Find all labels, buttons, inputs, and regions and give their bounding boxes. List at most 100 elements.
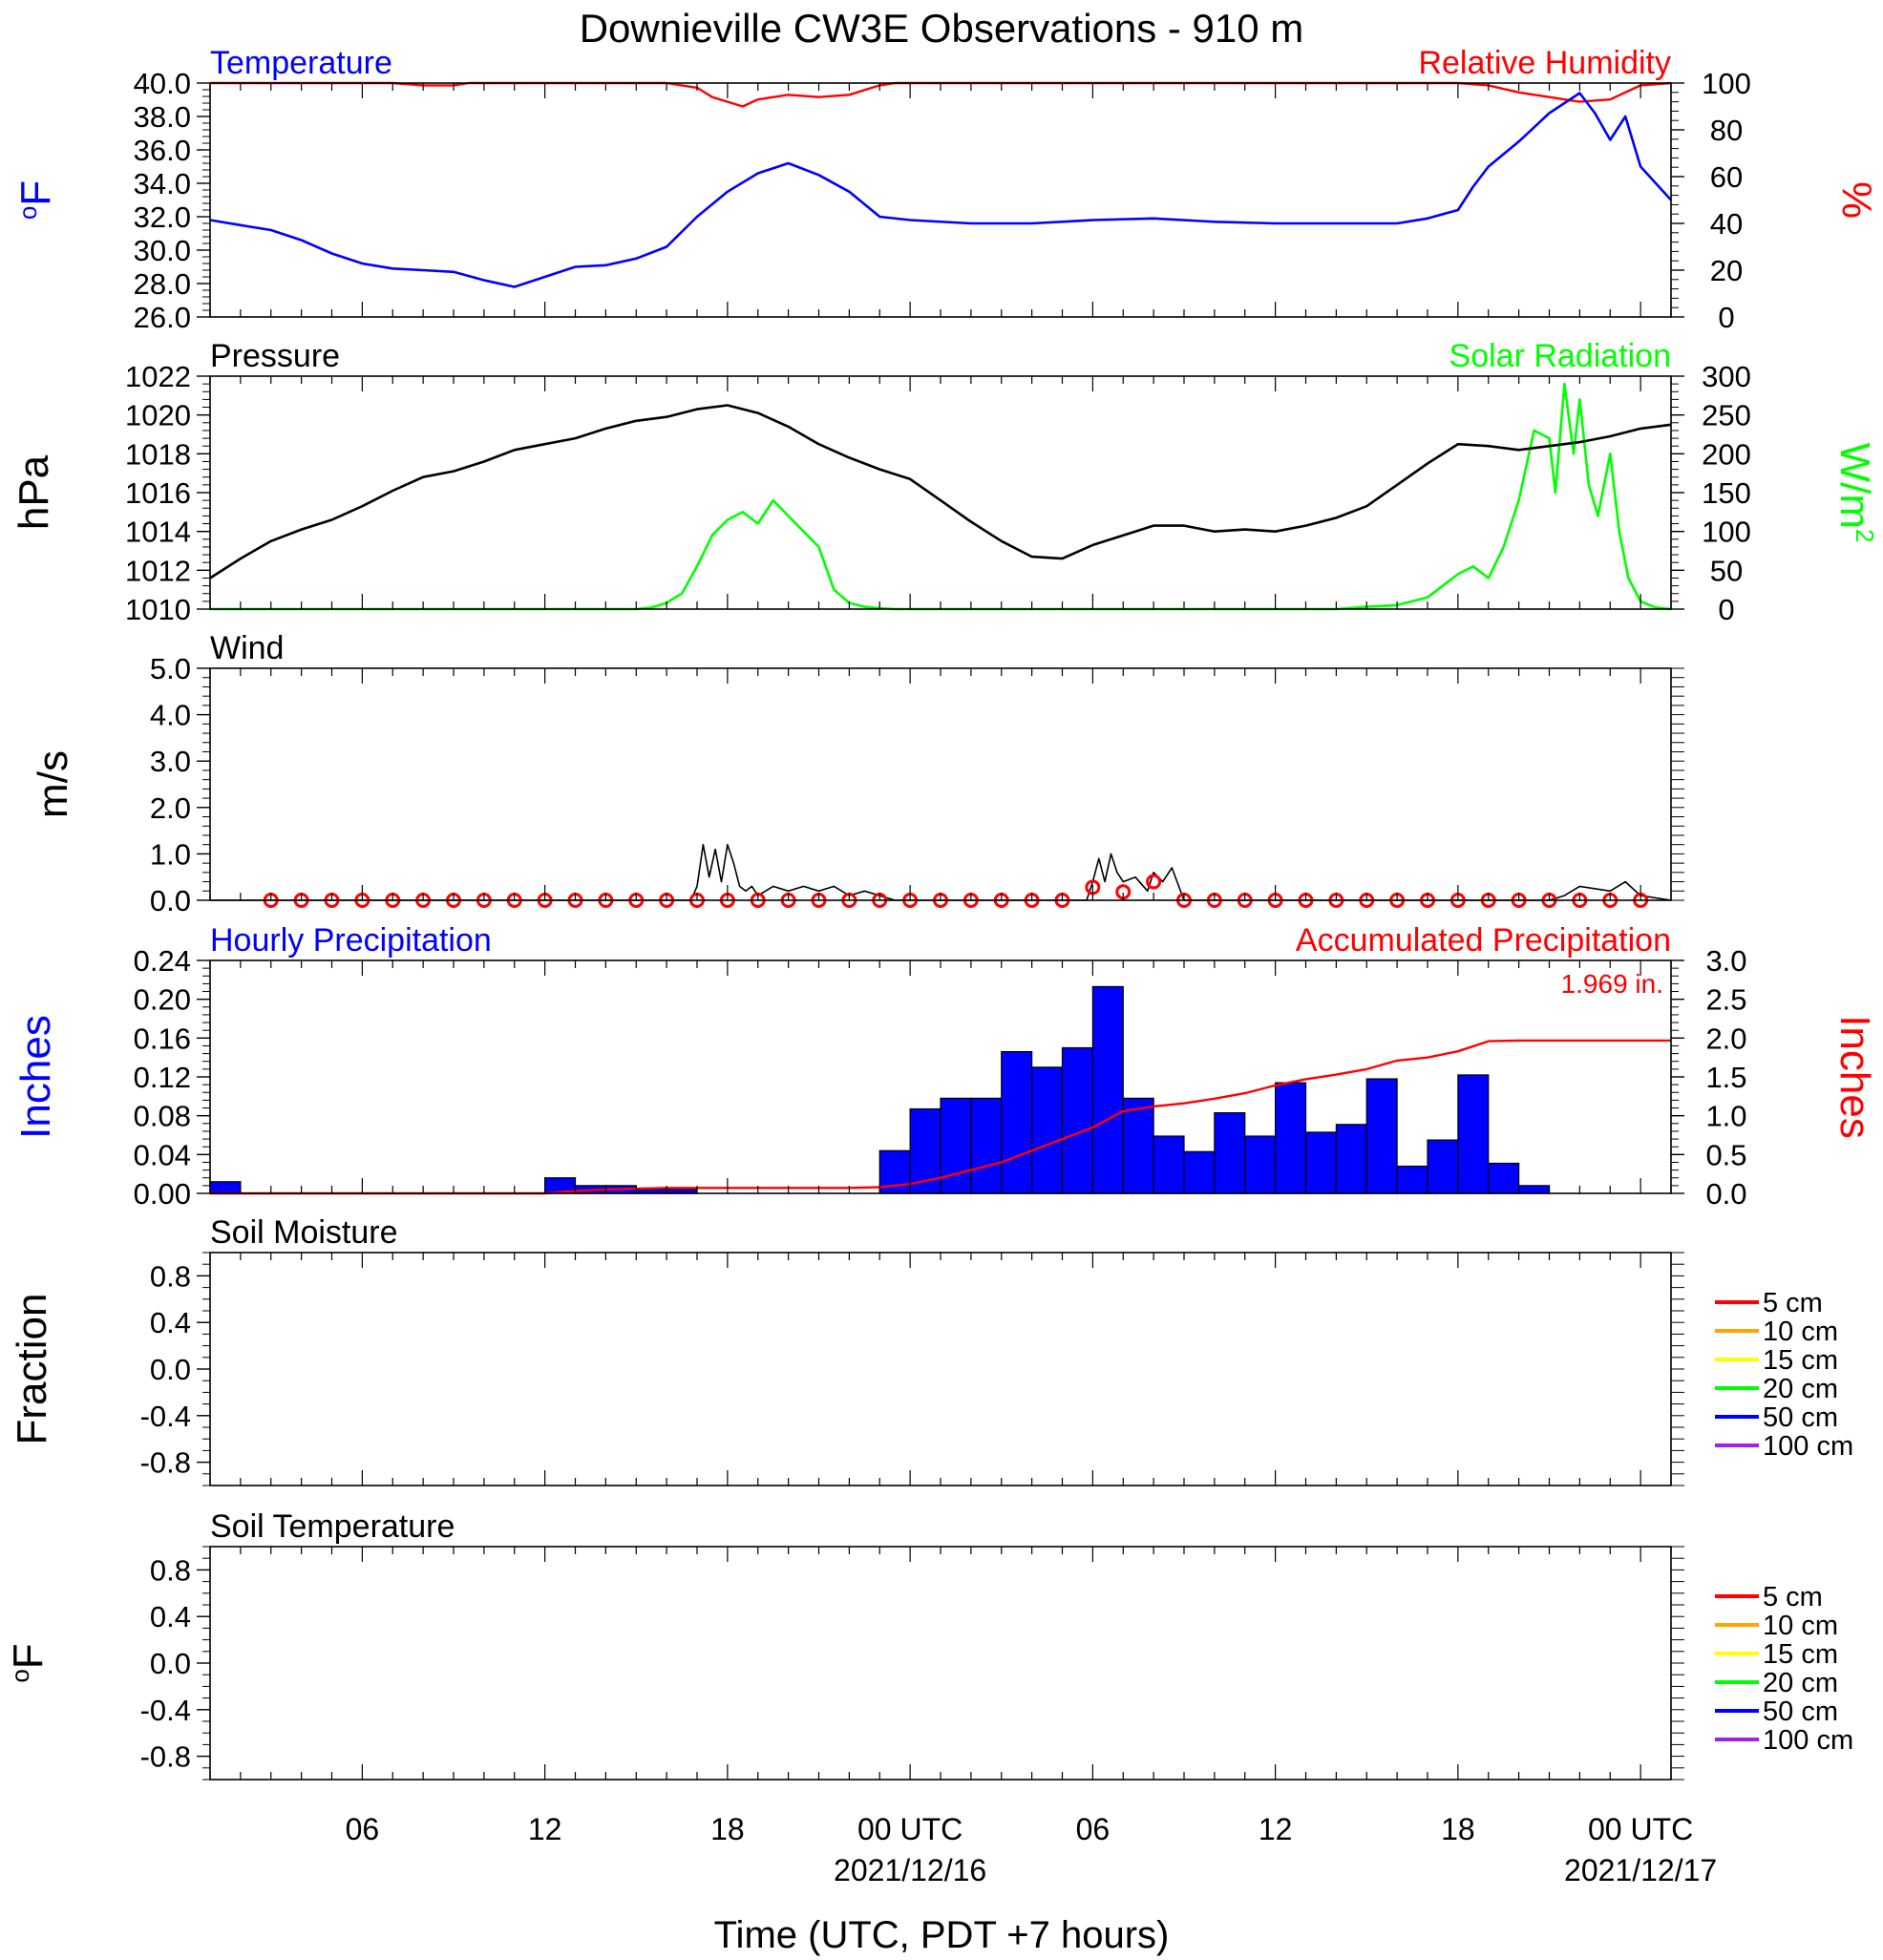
y-tick-label: 0.08 (134, 1100, 191, 1133)
y2-tick-label: 100 (1702, 67, 1751, 100)
precipitation-panel: 0.00 0.04 0.08 0.12 0.16 0.20 0.24 0.0 0.5 1.0 1.5… (12, 922, 1878, 1211)
wind-line (210, 843, 1672, 901)
x-date-label: 2021/12/17 (1564, 1853, 1717, 1887)
precip-bar (1518, 1185, 1551, 1194)
y-tick-label: 1.0 (150, 837, 191, 871)
y2-tick-label: 50 (1710, 554, 1743, 587)
y-tick-label: 0.12 (134, 1061, 191, 1094)
precip-bar (1304, 1131, 1337, 1194)
x-tick-label: 18 (1441, 1812, 1475, 1846)
soil-moisture-panel-title: Soil Moisture (210, 1214, 398, 1251)
y-tick-label: 4.0 (150, 699, 191, 732)
y-tick-label: -0.4 (140, 1694, 191, 1727)
y-tick-label: 5.0 (150, 652, 191, 685)
y-tick-label: -0.4 (140, 1400, 191, 1433)
y-tick-label: -0.8 (140, 1740, 191, 1774)
x-date-label: 2021/12/16 (834, 1853, 986, 1887)
wind-unit: m/s (30, 750, 76, 818)
y-tick-label: 0.8 (150, 1553, 191, 1587)
hourly-precip-title: Hourly Precipitation (210, 922, 492, 959)
y2-tick-label: 250 (1702, 399, 1751, 432)
accumulated-precip-line (210, 1039, 1671, 1195)
hourly-precip-unit: Inches (12, 1015, 59, 1139)
degree-symbol: o (6, 1669, 34, 1682)
accumulated-total-label: 1.969 in. (1561, 969, 1663, 999)
solar-unit-base: W/m (1831, 443, 1878, 529)
x-tick-label: 12 (528, 1812, 562, 1846)
precip-bar (1183, 1150, 1216, 1194)
unit-letter: F (5, 1643, 52, 1669)
legend-label: 20 cm (1763, 1374, 1838, 1404)
unit-letter: F (12, 180, 59, 206)
pressure-solar-panel: 1010 1012 1014 1016 1018 1020 1022 0 50 100 150 200… (11, 338, 1879, 626)
accumulated-precip-title: Accumulated Precipitation (1296, 922, 1671, 959)
legend-label: 10 cm (1763, 1611, 1838, 1641)
soil-moisture-panel: -0.8 -0.4 0.0 0.4 0.8 Soil Moisture Fraction 5 … (9, 1214, 1853, 1486)
x-tick-label: 00 UTC (1588, 1812, 1693, 1846)
y-tick-label: 32.0 (134, 200, 191, 234)
y2-tick-label: 0.5 (1705, 1138, 1746, 1171)
legend-label: 20 cm (1763, 1668, 1838, 1698)
precip-bar (1457, 1074, 1490, 1194)
legend-label: 50 cm (1763, 1697, 1838, 1727)
precip-bar (1335, 1124, 1367, 1194)
x-tick-label: 06 (1076, 1812, 1111, 1846)
x-axis-label: Time (UTC, PDT +7 hours) (714, 1914, 1170, 1956)
temperature-title: Temperature (210, 45, 392, 81)
legend-label: 10 cm (1763, 1317, 1838, 1347)
pressure-line (209, 404, 1672, 580)
y-tick-label: 26.0 (134, 301, 191, 334)
y2-tick-label: 200 (1702, 437, 1751, 471)
y-tick-label: 0.8 (150, 1259, 191, 1293)
y2-tick-label: 0 (1718, 301, 1734, 334)
precip-bar (1122, 1097, 1154, 1194)
precip-bar (1275, 1082, 1307, 1194)
precip-bar (1001, 1050, 1033, 1194)
y-tick-label: -0.8 (140, 1446, 191, 1480)
precip-bar (1153, 1135, 1185, 1194)
precip-bar (1488, 1162, 1520, 1194)
pressure_solar-frame (209, 375, 1672, 610)
y-tick-label: 0.4 (150, 1306, 191, 1339)
precip-bar (940, 1097, 972, 1194)
y-tick-label: 3.0 (150, 745, 191, 778)
temp_rh-frame (209, 82, 1672, 318)
x-tick-label: 00 UTC (857, 1812, 963, 1846)
y2-tick-label: 2.0 (1705, 1022, 1746, 1055)
y2-tick-label: 1.0 (1705, 1100, 1746, 1133)
precip-bar (1244, 1135, 1277, 1194)
wind-hourly-marker (1146, 874, 1162, 890)
x-axis: 06 12 18 00 UTC 2021/12/16 06 12 18 00 UTC 2021/1… (346, 1812, 1718, 1887)
y2-tick-label: 150 (1702, 476, 1751, 510)
y-tick-label: 30.0 (134, 234, 191, 267)
y-tick-label: 0.0 (150, 884, 191, 917)
precip-bar (1396, 1165, 1428, 1194)
y2-tick-label: 2.5 (1705, 983, 1746, 1017)
precip-bar (1427, 1139, 1459, 1194)
y2-tick-label: 20 (1710, 254, 1743, 287)
y-tick-label: 0.0 (150, 1647, 191, 1680)
y2-tick-label: 300 (1702, 360, 1751, 393)
wind-panel: 0.0 1.0 2.0 3.0 4.0 5.0 Wind m/s (30, 630, 1684, 917)
y-tick-label: 1022 (125, 360, 191, 393)
humidity-unit: % (1833, 181, 1880, 219)
legend-label: 5 cm (1763, 1582, 1823, 1612)
solar-line (210, 382, 1672, 611)
y-tick-label: 0.24 (134, 944, 191, 978)
x-tick-label: 18 (710, 1812, 745, 1846)
humidity-title: Relative Humidity (1418, 45, 1671, 81)
y-tick-label: 1016 (125, 476, 191, 510)
precip-bar (970, 1097, 1003, 1194)
y-tick-label: 0.20 (134, 983, 191, 1017)
precip-bar (1091, 985, 1124, 1194)
y-tick-label: 1020 (125, 399, 191, 432)
solar-unit-exponent: 2 (1851, 529, 1879, 542)
y2-tick-label: 0.0 (1705, 1177, 1746, 1211)
pressure-unit: hPa (11, 454, 57, 530)
soil-temperature-panel-unit: oF (5, 1643, 52, 1682)
y-tick-label: 1018 (125, 437, 191, 471)
temperature-line (209, 92, 1672, 288)
wind-frame (209, 667, 1672, 901)
soil_temperature-frame (209, 1546, 1672, 1781)
